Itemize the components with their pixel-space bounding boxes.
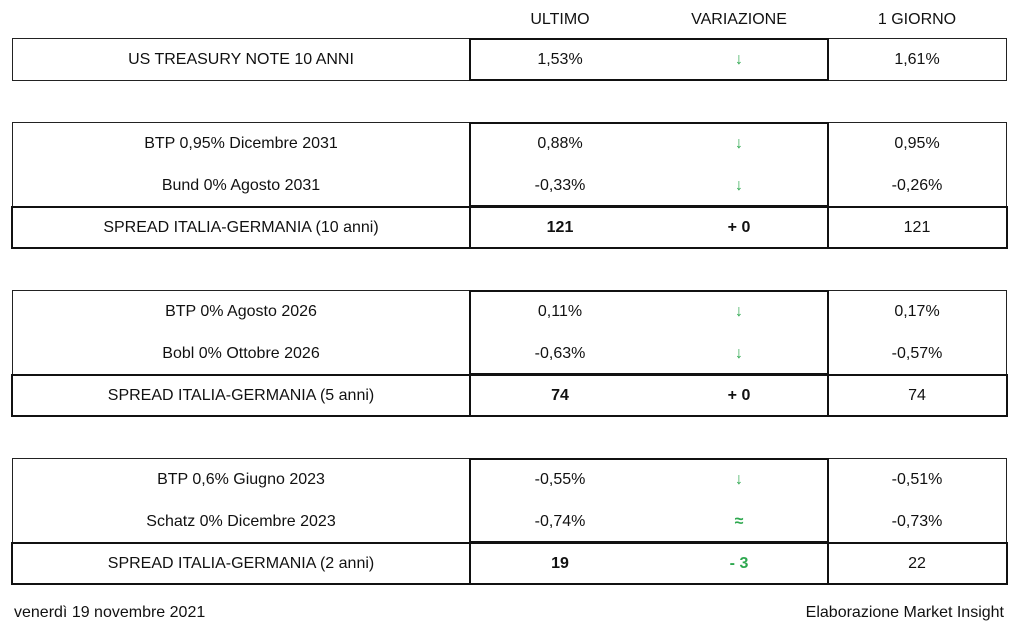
variazione-value: ↓ bbox=[735, 51, 743, 68]
middle-column-border bbox=[469, 122, 829, 207]
giorno-value: 0,17% bbox=[894, 303, 940, 320]
giorno-value: -0,73% bbox=[891, 513, 943, 530]
footer-date: venerdì 19 novembre 2021 bbox=[14, 604, 206, 621]
middle-column-border bbox=[469, 458, 829, 543]
giorno-value: -0,26% bbox=[891, 177, 943, 194]
variazione-value: + 0 bbox=[727, 219, 751, 236]
spread-divider bbox=[469, 206, 829, 249]
spread-divider bbox=[469, 542, 829, 585]
ultimo-value: 74 bbox=[551, 387, 569, 404]
ultimo-value: -0,63% bbox=[534, 345, 586, 362]
spread-divider bbox=[469, 374, 829, 417]
ultimo-value: 0,11% bbox=[537, 303, 583, 320]
ultimo-value: 19 bbox=[551, 555, 569, 572]
row-label: US TREASURY NOTE 10 ANNI bbox=[128, 51, 354, 68]
ultimo-value: 1,53% bbox=[537, 51, 583, 68]
giorno-value: 22 bbox=[908, 555, 926, 572]
row-label: SPREAD ITALIA-GERMANIA (2 anni) bbox=[107, 555, 375, 572]
variazione-value: ↓ bbox=[735, 303, 743, 320]
giorno-value: 74 bbox=[908, 387, 926, 404]
ultimo-value: -0,74% bbox=[534, 513, 586, 530]
ultimo-value: -0,33% bbox=[534, 177, 586, 194]
row-label: BTP 0,6% Giugno 2023 bbox=[157, 471, 325, 488]
ultimo-value: 121 bbox=[546, 219, 574, 236]
row-label: SPREAD ITALIA-GERMANIA (5 anni) bbox=[107, 387, 375, 404]
giorno-value: -0,57% bbox=[891, 345, 943, 362]
row-label: BTP 0% Agosto 2026 bbox=[165, 303, 317, 320]
variazione-value: ↓ bbox=[735, 135, 743, 152]
row-label: BTP 0,95% Dicembre 2031 bbox=[144, 135, 338, 152]
header-giorno: 1 GIORNO bbox=[877, 11, 957, 28]
ultimo-value: -0,55% bbox=[534, 471, 586, 488]
variazione-value: ≈ bbox=[734, 513, 744, 530]
giorno-value: -0,51% bbox=[891, 471, 943, 488]
giorno-value: 121 bbox=[903, 219, 931, 236]
middle-column-border bbox=[469, 38, 829, 81]
row-label: Schatz 0% Dicembre 2023 bbox=[146, 513, 336, 530]
variazione-value: - 3 bbox=[729, 555, 749, 572]
giorno-value: 1,61% bbox=[894, 51, 940, 68]
ultimo-value: 0,88% bbox=[537, 135, 583, 152]
giorno-value: 0,95% bbox=[894, 135, 940, 152]
header-ultimo: ULTIMO bbox=[530, 11, 590, 28]
footer-source: Elaborazione Market Insight bbox=[805, 604, 1004, 621]
header-variazione: VARIAZIONE bbox=[691, 11, 787, 28]
row-label: Bund 0% Agosto 2031 bbox=[161, 177, 321, 194]
variazione-value: ↓ bbox=[735, 177, 743, 194]
row-label: Bobl 0% Ottobre 2026 bbox=[162, 345, 320, 362]
variazione-value: ↓ bbox=[735, 471, 743, 488]
row-label: SPREAD ITALIA-GERMANIA (10 anni) bbox=[103, 219, 379, 236]
middle-column-border bbox=[469, 290, 829, 375]
variazione-value: ↓ bbox=[735, 345, 743, 362]
variazione-value: + 0 bbox=[727, 387, 751, 404]
